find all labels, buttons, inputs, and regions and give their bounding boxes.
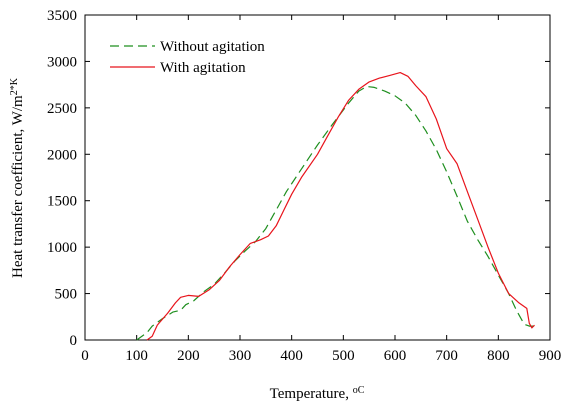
x-tick-label: 600 [384, 348, 407, 364]
y-tick-label: 2000 [47, 147, 77, 163]
y-axis-ticks: 0 500 1000 1500 2000 2500 3000 3500 [47, 8, 550, 349]
x-tick-label: 100 [125, 348, 148, 364]
y-tick-label: 0 [70, 333, 78, 349]
plot-area [84, 14, 551, 341]
x-tick-label: 700 [435, 348, 458, 364]
y-tick-label: 500 [55, 287, 78, 303]
x-axis-title-unit: oC [353, 385, 365, 396]
y-axis-title-text: Heat transfer coefficient, W/m [10, 95, 26, 278]
legend: Without agitation With agitation [110, 39, 265, 76]
y-tick-label: 1500 [47, 194, 77, 210]
y-tick-label: 3500 [47, 8, 77, 24]
legend-label-without-agitation: Without agitation [160, 39, 265, 55]
x-tick-label: 300 [229, 348, 252, 364]
series-layer [136, 72, 535, 341]
x-tick-label: 400 [280, 348, 303, 364]
x-axis-title-text: Temperature, [270, 386, 353, 402]
x-axis-ticks: 0 100 200 300 400 500 600 700 800 900 [81, 15, 561, 364]
y-tick-label: 3000 [47, 54, 77, 70]
legend-label-with-agitation: With agitation [160, 60, 246, 76]
y-axis-title-unit: 2*K [9, 77, 20, 95]
series-line-with-agitation [146, 72, 535, 341]
x-tick-label: 900 [539, 348, 562, 364]
x-tick-label: 500 [332, 348, 355, 364]
x-tick-label: 200 [177, 348, 200, 364]
y-tick-label: 1000 [47, 240, 77, 256]
y-tick-label: 2500 [47, 101, 77, 117]
y-axis-title: Heat transfer coefficient, W/m2*K [9, 77, 27, 278]
x-tick-label: 0 [81, 348, 89, 364]
x-tick-label: 800 [487, 348, 510, 364]
x-axis-title: Temperature, oC [270, 385, 365, 403]
